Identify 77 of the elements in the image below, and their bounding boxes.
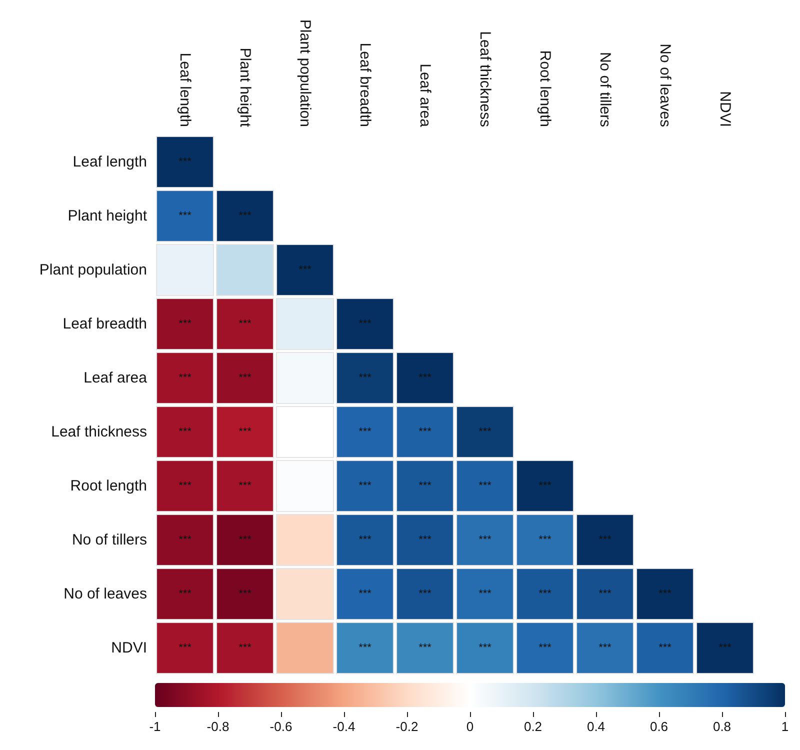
data-label: *** <box>178 156 192 168</box>
data-label: *** <box>178 534 192 546</box>
data-label: *** <box>238 534 252 546</box>
data-label: *** <box>358 480 372 492</box>
data-label: *** <box>238 480 252 492</box>
data-label: *** <box>598 588 612 600</box>
x-tick-label: No of tillers <box>596 52 614 127</box>
x-tick-label: Root length <box>536 50 554 127</box>
data-label: *** <box>358 426 372 438</box>
data-label: *** <box>538 534 552 546</box>
data-label: *** <box>418 642 432 654</box>
data-label: *** <box>478 426 492 438</box>
data-label: *** <box>478 480 492 492</box>
color-bar-label: 0.6 <box>650 719 668 734</box>
y-tick-label: No of leaves <box>64 586 147 602</box>
x-tick-label: NDVI <box>716 91 734 127</box>
data-label: *** <box>358 642 372 654</box>
y-tick-label: Root length <box>70 478 147 494</box>
x-tick-label: Leaf breadth <box>356 42 374 127</box>
y-tick-label: NDVI <box>111 640 147 656</box>
data-label: *** <box>418 372 432 384</box>
y-tick-label: Leaf breadth <box>62 316 147 332</box>
y-tick-label: Leaf length <box>72 154 147 170</box>
x-tick-label: No of leaves <box>656 44 674 127</box>
data-label: *** <box>238 642 252 654</box>
data-label: *** <box>238 588 252 600</box>
data-label: *** <box>658 642 672 654</box>
data-label: *** <box>538 480 552 492</box>
color-bar-label: 0.2 <box>524 719 542 734</box>
color-bar-label: 0.4 <box>586 719 606 734</box>
data-label: *** <box>238 426 252 438</box>
data-label: *** <box>478 642 492 654</box>
x-tick-label: Leaf length <box>176 52 194 127</box>
data-label: *** <box>358 588 372 600</box>
data-label: *** <box>478 534 492 546</box>
data-label: *** <box>418 588 432 600</box>
x-tick-label: Plant height <box>236 48 254 128</box>
data-label: *** <box>178 642 192 654</box>
data-label: *** <box>298 264 312 276</box>
x-tick-label: Leaf area <box>416 64 434 128</box>
data-label: *** <box>238 210 252 222</box>
data-label: *** <box>178 588 192 600</box>
x-tick-label: Leaf thickness <box>476 31 494 127</box>
data-label: *** <box>658 588 672 600</box>
data-label: *** <box>598 534 612 546</box>
data-label: *** <box>178 210 192 222</box>
data-label: *** <box>178 372 192 384</box>
y-tick-label: Leaf thickness <box>51 424 147 440</box>
data-label: *** <box>178 426 192 438</box>
data-label: *** <box>238 318 252 330</box>
color-bar-label: -0.4 <box>332 719 356 734</box>
color-bar-label: -0.6 <box>270 719 292 734</box>
y-tick-label: Plant height <box>68 208 148 224</box>
data-label: *** <box>358 372 372 384</box>
data-label: *** <box>418 534 432 546</box>
data-label: *** <box>358 318 372 330</box>
color-bar-label: 1 <box>781 719 789 734</box>
y-tick-label: Plant population <box>39 262 147 278</box>
data-label: *** <box>418 480 432 492</box>
color-bar-label: 0 <box>466 719 474 734</box>
data-label: *** <box>178 318 192 330</box>
data-label: *** <box>538 642 552 654</box>
color-bar-label: -1 <box>149 719 161 734</box>
data-label: *** <box>238 372 252 384</box>
color-bar-label: -0.8 <box>206 719 230 734</box>
data-label: *** <box>418 426 432 438</box>
y-tick-label: Leaf area <box>84 370 148 386</box>
data-label: *** <box>178 480 192 492</box>
data-label: *** <box>478 588 492 600</box>
data-label: *** <box>718 642 732 654</box>
y-tick-label: No of tillers <box>72 532 147 548</box>
data-label: *** <box>358 534 372 546</box>
color-bar-label: -0.2 <box>396 719 418 734</box>
color-bar-label: 0.8 <box>712 719 732 734</box>
data-label: *** <box>598 642 612 654</box>
data-label: *** <box>538 588 552 600</box>
x-tick-label: Plant population <box>296 19 314 127</box>
